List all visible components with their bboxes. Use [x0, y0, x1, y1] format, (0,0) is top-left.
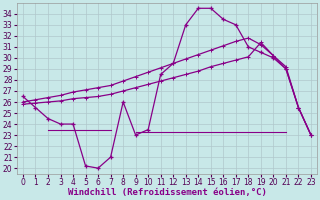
X-axis label: Windchill (Refroidissement éolien,°C): Windchill (Refroidissement éolien,°C) — [68, 188, 266, 197]
